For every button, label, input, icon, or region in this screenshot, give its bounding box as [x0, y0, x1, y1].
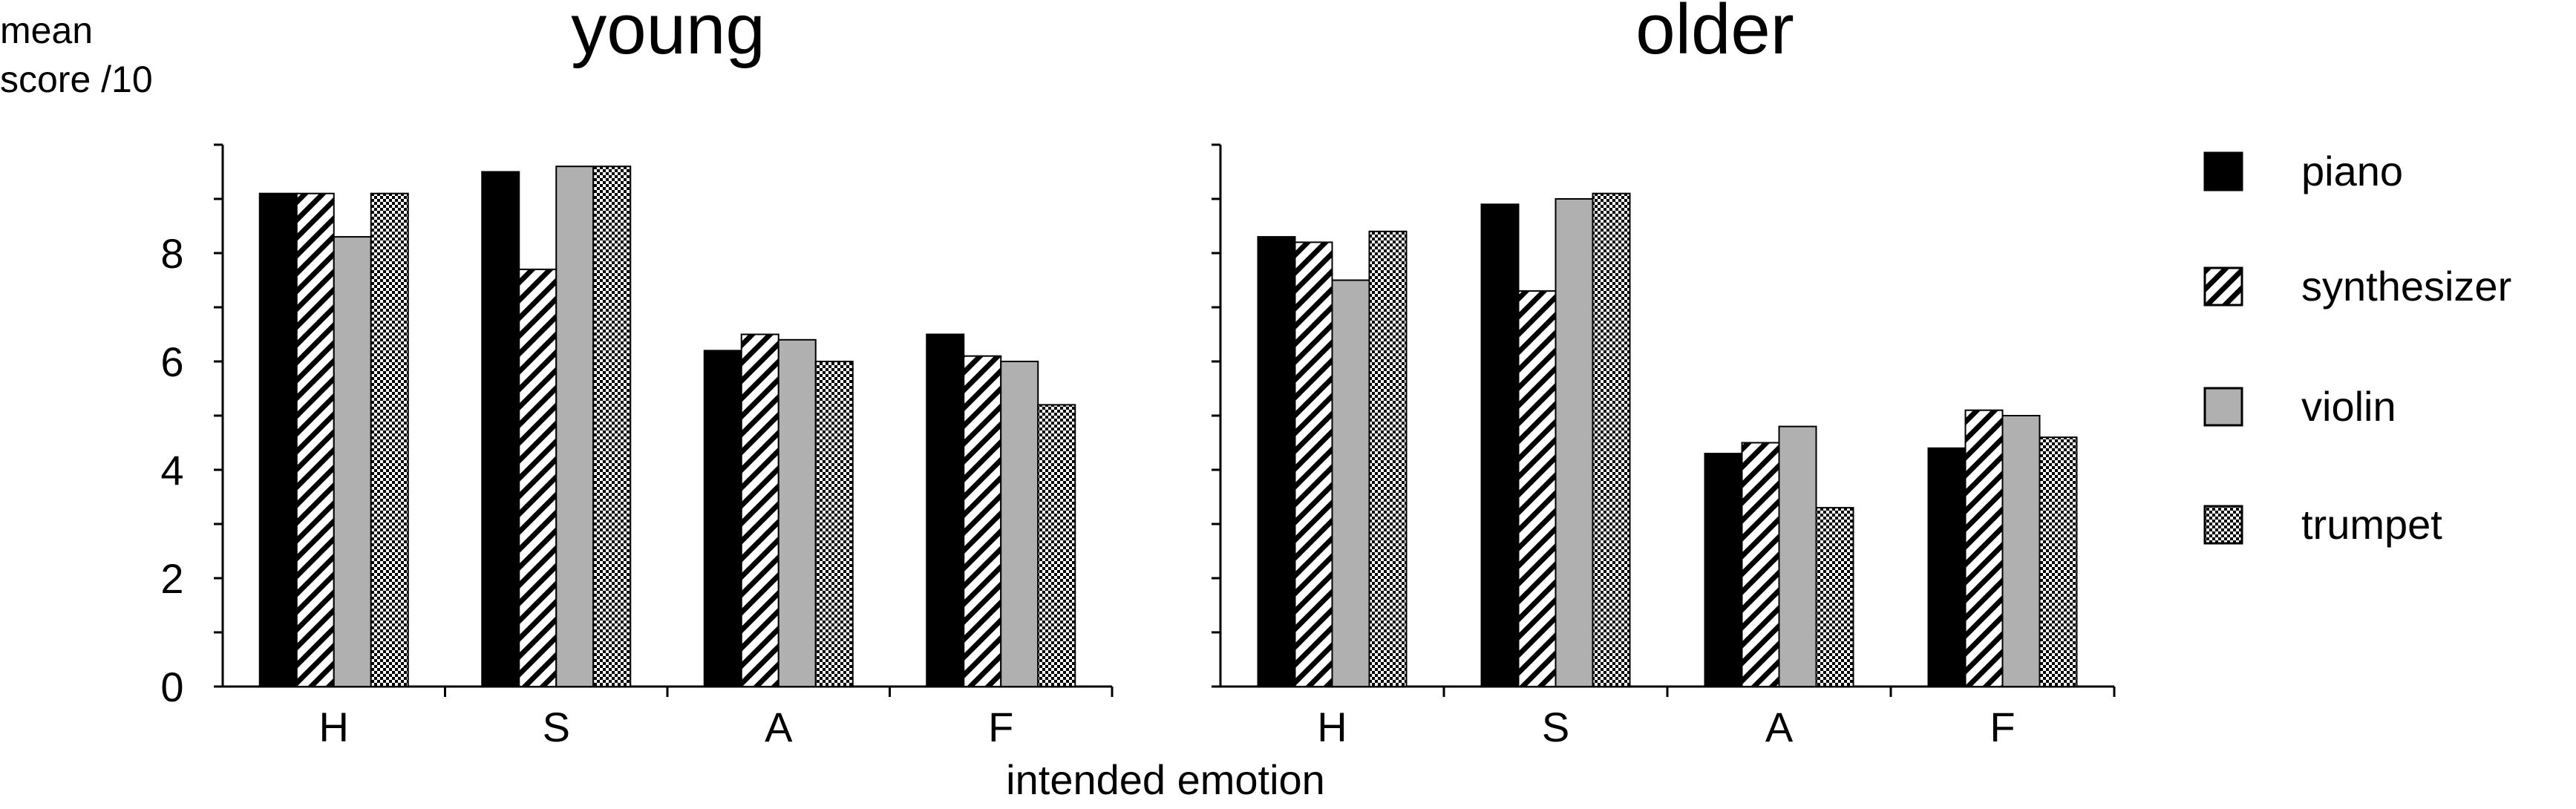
panel-title-young: young	[571, 0, 765, 69]
bar-violin-A	[1778, 425, 1817, 687]
y-tick-label: 2	[160, 555, 183, 602]
bar-trumpet-A	[1815, 507, 1854, 687]
panel-title-older: older	[1635, 0, 1794, 69]
y-tick-label: 0	[160, 664, 183, 710]
bar-piano-A	[703, 350, 742, 687]
x-axis-label: intended emotion	[1006, 756, 1325, 803]
legend-label-synthesizer: synthesizer	[2301, 263, 2511, 309]
y-axis-label-line2: score /10	[0, 59, 153, 100]
legend-swatch-violin	[2203, 387, 2243, 427]
legend-swatch-piano	[2203, 151, 2243, 191]
bar-violin-H	[333, 236, 372, 688]
bar-violin-F	[2001, 415, 2041, 687]
bar-trumpet-H	[1368, 230, 1408, 687]
x-tick-label: F	[1990, 704, 2015, 750]
bar-violin-S	[1555, 198, 1594, 687]
bar-violin-A	[777, 338, 817, 687]
bar-violin-S	[555, 166, 595, 687]
x-tick-label: A	[1765, 704, 1794, 750]
bar-synthesizer-S	[1517, 290, 1557, 688]
y-tick-label: 6	[160, 338, 183, 385]
bar-violin-H	[1331, 279, 1370, 687]
bar-piano-S	[481, 171, 520, 687]
bar-piano-H	[1257, 236, 1296, 688]
y-axis-label-line1: mean	[0, 10, 93, 51]
bar-trumpet-F	[2039, 436, 2078, 687]
y-tick-label: 4	[160, 447, 183, 494]
bar-synthesizer-F	[963, 355, 1002, 687]
bar-synthesizer-F	[1964, 409, 2004, 687]
x-tick-label: F	[988, 704, 1013, 750]
bar-synthesizer-H	[295, 192, 335, 687]
panels: 0 2 4 6 8 H S A F H S A F	[160, 143, 2116, 750]
bar-violin-F	[1000, 361, 1039, 687]
bar-synthesizer-S	[518, 268, 558, 687]
legend-label-piano: piano	[2301, 148, 2403, 194]
bar-trumpet-S	[1592, 192, 1631, 687]
x-tick-label: S	[543, 704, 570, 750]
x-tick-label: H	[1317, 704, 1347, 750]
y-tick-label: 8	[160, 230, 183, 277]
x-tick-label: H	[319, 704, 349, 750]
legend-label-trumpet: trumpet	[2301, 501, 2442, 548]
bar-trumpet-F	[1037, 404, 1076, 688]
bar-piano-S	[1480, 203, 1520, 687]
panel-young: 0 2 4 6 8 H S A F	[160, 143, 1114, 750]
bar-trumpet-S	[592, 166, 632, 687]
x-tick-label: A	[765, 704, 793, 750]
bar-piano-F	[926, 333, 965, 687]
legend-swatch-trumpet	[2203, 505, 2243, 545]
legend-swatch-synthesizer	[2203, 266, 2243, 307]
bar-piano-A	[1704, 453, 1743, 687]
x-tick-label: S	[1542, 704, 1569, 750]
bar-synthesizer-H	[1294, 241, 1333, 687]
legend-label-violin: violin	[2301, 383, 2396, 430]
bar-piano-F	[1927, 447, 1967, 687]
bar-trumpet-H	[370, 192, 409, 687]
bar-piano-H	[258, 192, 298, 687]
bar-synthesizer-A	[1741, 442, 1780, 687]
legend: piano synthesizer violin trumpet	[2203, 148, 2511, 548]
bar-trumpet-A	[814, 361, 854, 687]
bar-synthesizer-A	[740, 333, 779, 687]
